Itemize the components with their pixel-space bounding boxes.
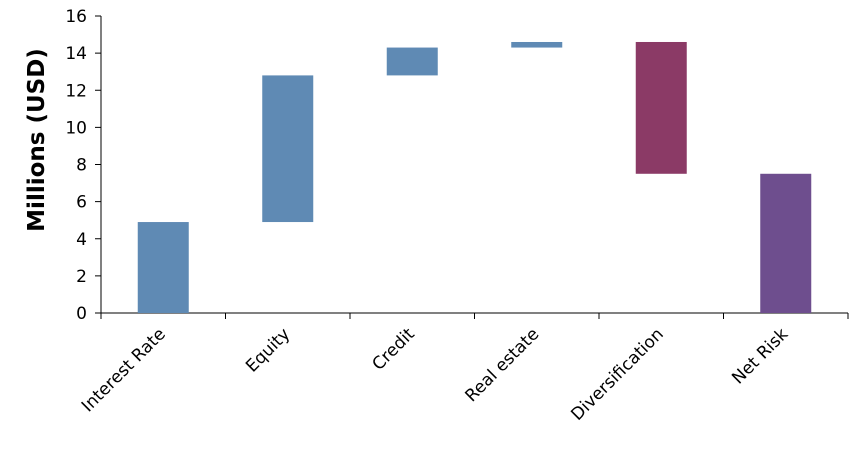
x-tick-label: Net Risk: [728, 324, 792, 388]
bar-credit: [386, 47, 438, 76]
bar-net-risk: [760, 173, 812, 313]
y-tick-label: 12: [65, 81, 87, 101]
x-tick-label: Credit: [368, 324, 419, 375]
y-tick-label: 10: [65, 118, 87, 138]
bars: [137, 41, 812, 313]
y-axis-title: Millions (USD): [24, 48, 50, 232]
x-tick-label: Interest Rate: [78, 324, 170, 416]
y-tick-label: 2: [76, 267, 87, 287]
y-tick-label: 6: [76, 193, 87, 213]
bar-diversification: [635, 41, 687, 174]
y-tick-label: 16: [65, 7, 87, 27]
bar-equity: [262, 75, 314, 223]
y-tick-label: 8: [76, 156, 87, 176]
y-tick-label: 4: [76, 230, 87, 250]
y-tick-label: 14: [65, 44, 87, 64]
x-tick-label: Diversification: [567, 324, 667, 424]
bar-real-estate: [511, 41, 563, 48]
x-axis-labels: Interest Rate Equity Credit Real estate Dive…: [78, 324, 792, 425]
bar-interest-rate: [137, 222, 189, 313]
x-tick-label: Real estate: [462, 324, 544, 406]
axes: 0 2 4 6 8 10 12 14 16: [65, 7, 849, 324]
x-tick-label: Equity: [242, 324, 294, 376]
y-tick-label: 0: [76, 304, 87, 324]
